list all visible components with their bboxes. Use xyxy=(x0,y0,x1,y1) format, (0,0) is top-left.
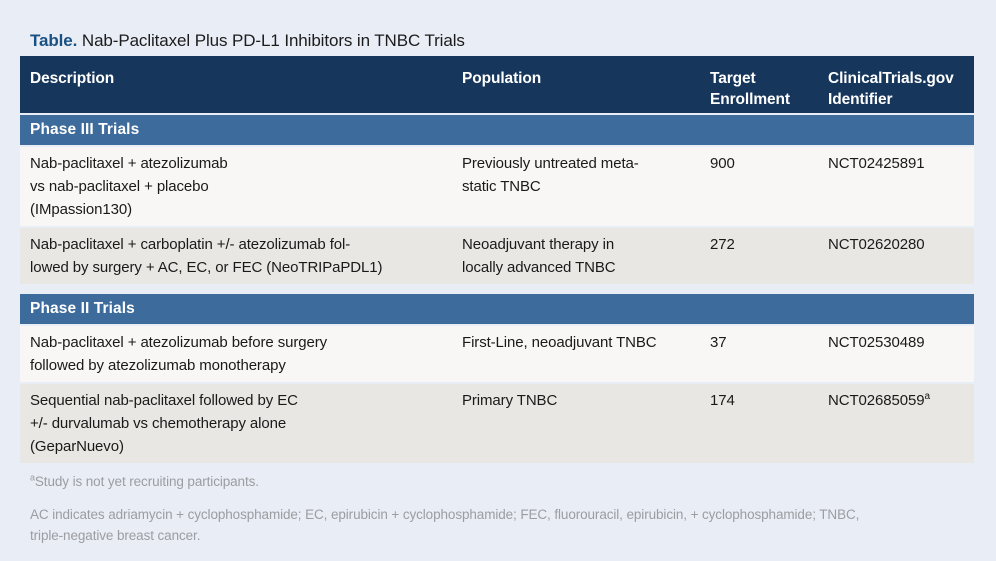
column-header-target-enrollment: Target Enrollment xyxy=(710,70,790,108)
cell-description: Nab-paclitaxel + atezolizumab before sur… xyxy=(30,334,328,374)
cell-identifier: NCT02530489 xyxy=(818,326,974,382)
cell-enrollment: 900 xyxy=(710,155,735,172)
identifier-text: NCT02425891 xyxy=(828,155,925,172)
cell-identifier: NCT02620280 xyxy=(818,228,974,284)
section-header-phase-2: Phase II Trials xyxy=(20,294,974,324)
identifier-footnote-marker: a xyxy=(924,391,930,402)
cell-population: First-Line, neoadjuvant TNBC xyxy=(462,334,657,351)
cell-description: Nab-paclitaxel + carboplatin +/- atezoli… xyxy=(30,236,383,276)
cell-description: Sequential nab-paclitaxel followed by EC… xyxy=(30,392,298,455)
cell-population: Previously untreated meta- static TNBC xyxy=(462,155,639,195)
cell-enrollment: 174 xyxy=(710,392,735,409)
identifier-text: NCT02685059 xyxy=(828,392,925,409)
column-header-identifier: ClinicalTrials.gov Identifier xyxy=(828,70,954,108)
cell-enrollment: 37 xyxy=(710,334,727,351)
table-row: Sequential nab-paclitaxel followed by EC… xyxy=(20,384,974,463)
cell-population: Primary TNBC xyxy=(462,392,558,409)
identifier-text: NCT02530489 xyxy=(828,334,925,351)
cell-population: Neoadjuvant therapy in locally advanced … xyxy=(462,236,616,276)
cell-identifier: NCT02425891 xyxy=(818,147,974,226)
table-title-label: Table. xyxy=(30,31,78,50)
table-row: Nab-paclitaxel + atezolizumab vs nab-pac… xyxy=(20,147,974,226)
footnote-abbreviations: AC indicates adriamycin + cyclophosphami… xyxy=(30,507,860,543)
table-title-text: Nab-Paclitaxel Plus PD-L1 Inhibitors in … xyxy=(77,31,465,50)
table-title: Table. Nab-Paclitaxel Plus PD-L1 Inhibit… xyxy=(30,31,465,51)
table-row: Nab-paclitaxel + carboplatin +/- atezoli… xyxy=(20,228,974,284)
footnote-text: Study is not yet recruiting participants… xyxy=(34,474,259,489)
footnote-marker: a xyxy=(30,472,35,483)
section-divider xyxy=(20,286,974,294)
footnote-study-note: aStudy is not yet recruiting participant… xyxy=(30,471,974,492)
cell-description: Nab-paclitaxel + atezolizumab vs nab-pac… xyxy=(30,155,228,218)
column-header-description: Description xyxy=(30,70,115,87)
cell-enrollment: 272 xyxy=(710,236,735,253)
identifier-text: NCT02620280 xyxy=(828,236,925,253)
section-header-phase-3: Phase III Trials xyxy=(20,115,974,145)
table-header-row: Description Population Target Enrollment… xyxy=(20,56,974,113)
cell-identifier: NCT02685059a xyxy=(818,384,974,463)
table-row: Nab-paclitaxel + atezolizumab before sur… xyxy=(20,326,974,382)
trials-table: Description Population Target Enrollment… xyxy=(20,56,974,546)
column-header-population: Population xyxy=(462,70,542,87)
